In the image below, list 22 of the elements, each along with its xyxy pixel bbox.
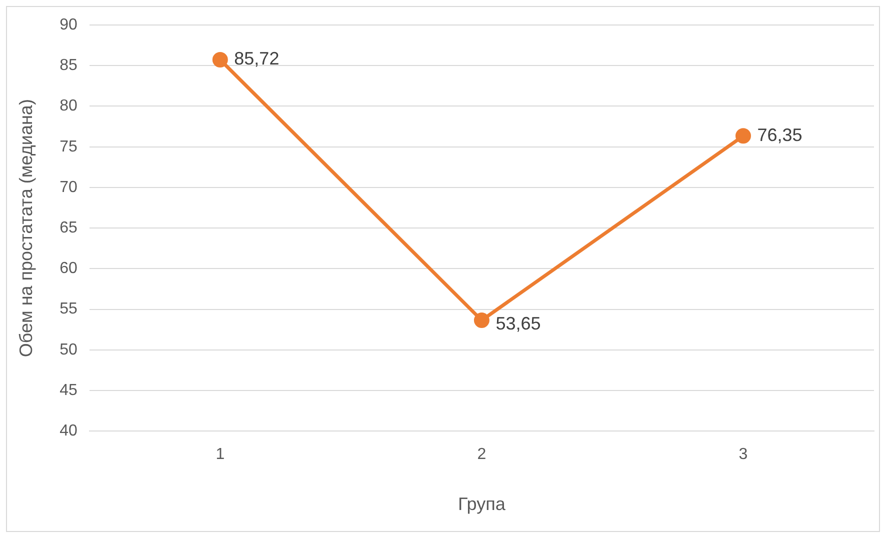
point bbox=[735, 128, 751, 144]
y-tick-label: 45 bbox=[60, 382, 78, 399]
y-tick-label: 90 bbox=[60, 16, 78, 34]
y-tick-label: 55 bbox=[60, 300, 78, 318]
data-label: 85,72 bbox=[234, 48, 280, 69]
y-tick-label: 75 bbox=[60, 138, 78, 156]
x-tick-label: 1 bbox=[216, 446, 225, 464]
y-tick-label: 50 bbox=[60, 341, 78, 358]
y-tick-label: 40 bbox=[60, 422, 78, 440]
y-tick-label: 65 bbox=[60, 220, 78, 237]
x-tick-label: 3 bbox=[738, 446, 748, 464]
point bbox=[212, 52, 228, 68]
point bbox=[474, 312, 490, 328]
y-tick-label: 70 bbox=[60, 178, 78, 196]
y-tick-label: 60 bbox=[60, 260, 78, 278]
data-label: 53,65 bbox=[496, 313, 541, 334]
y-tick-label: 85 bbox=[60, 57, 78, 74]
x-tick-label: 2 bbox=[477, 446, 486, 464]
x-axis-title: Група bbox=[458, 494, 506, 514]
data-label: 76,35 bbox=[757, 124, 802, 145]
y-axis-title: Обем на простатата (медиана) bbox=[16, 99, 36, 358]
y-tick-label: 80 bbox=[60, 98, 78, 115]
